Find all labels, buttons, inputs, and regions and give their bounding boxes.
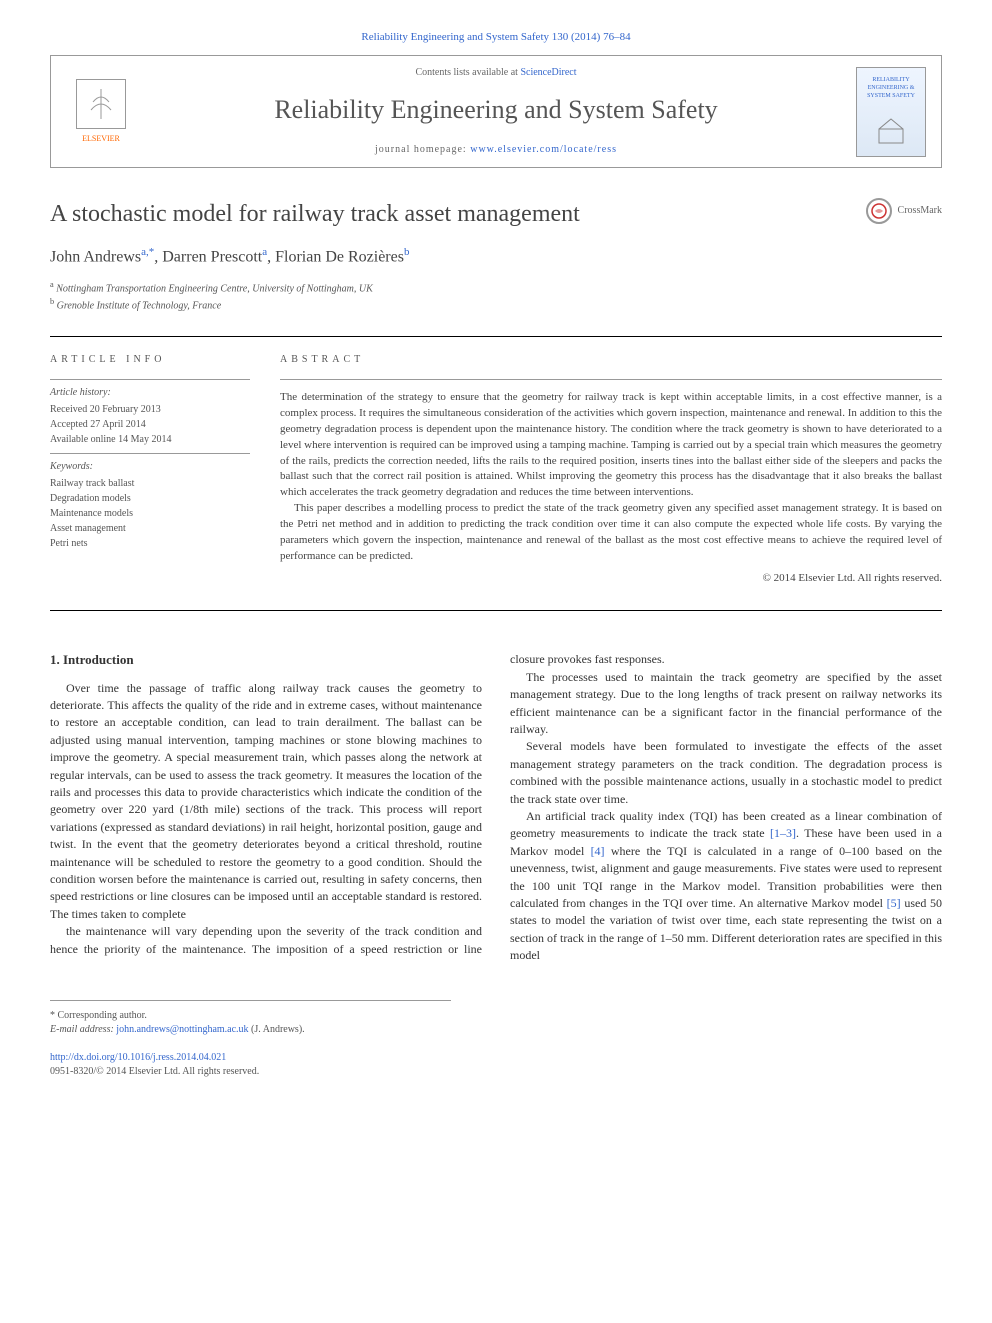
affiliation-a: a Nottingham Transportation Engineering … bbox=[50, 279, 942, 296]
author-3-sup[interactable]: b bbox=[404, 246, 410, 258]
contents-line: Contents lists available at ScienceDirec… bbox=[136, 66, 856, 80]
cover-text: RELIABILITY ENGINEERING & SYSTEM SAFETY bbox=[857, 76, 925, 101]
crossmark-label: CrossMark bbox=[898, 204, 942, 218]
info-abstract-row: ARTICLE INFO Article history: Received 2… bbox=[50, 353, 942, 587]
issn-line: 0951-8320/© 2014 Elsevier Ltd. All right… bbox=[50, 1065, 942, 1079]
keyword-1: Degradation models bbox=[50, 491, 250, 506]
article-title: A stochastic model for railway track ass… bbox=[50, 198, 866, 232]
body-p3: The processes used to maintain the track… bbox=[510, 669, 942, 739]
homepage-link[interactable]: www.elsevier.com/locate/ress bbox=[470, 144, 617, 155]
email-suffix: (J. Andrews). bbox=[249, 1024, 305, 1035]
footer: * Corresponding author. E-mail address: … bbox=[50, 1000, 451, 1037]
affiliation-b: b Grenoble Institute of Technology, Fran… bbox=[50, 296, 942, 313]
abstract: ABSTRACT The determination of the strate… bbox=[280, 353, 942, 587]
online-date: Available online 14 May 2014 bbox=[50, 432, 250, 447]
divider bbox=[50, 336, 942, 337]
title-row: A stochastic model for railway track ass… bbox=[50, 198, 942, 232]
elsevier-logo: ELSEVIER bbox=[66, 72, 136, 152]
divider-2 bbox=[50, 610, 942, 611]
crossmark-icon bbox=[866, 198, 892, 224]
keyword-0: Railway track ballast bbox=[50, 476, 250, 491]
journal-cover-thumb: RELIABILITY ENGINEERING & SYSTEM SAFETY bbox=[856, 67, 926, 157]
abstract-p1: The determination of the strategy to ens… bbox=[280, 390, 942, 502]
ref-4[interactable]: [4] bbox=[591, 844, 605, 858]
ref-1-3[interactable]: [1–3] bbox=[770, 826, 796, 840]
copyright: © 2014 Elsevier Ltd. All rights reserved… bbox=[280, 571, 942, 586]
body-text: Over time the passage of traffic along r… bbox=[50, 651, 942, 964]
abstract-text: The determination of the strategy to ens… bbox=[280, 390, 942, 565]
keywords-label: Keywords: bbox=[50, 460, 250, 474]
article-info-heading: ARTICLE INFO bbox=[50, 353, 250, 367]
journal-header: ELSEVIER Contents lists available at Sci… bbox=[50, 55, 942, 167]
body-p1: Over time the passage of traffic along r… bbox=[50, 680, 482, 923]
keyword-3: Asset management bbox=[50, 521, 250, 536]
author-2: Darren Prescott bbox=[162, 249, 262, 266]
homepage-line: journal homepage: www.elsevier.com/locat… bbox=[136, 143, 856, 157]
author-1: John Andrews bbox=[50, 249, 141, 266]
corresponding-author: * Corresponding author. bbox=[50, 1009, 451, 1023]
email-label: E-mail address: bbox=[50, 1024, 116, 1035]
journal-reference: Reliability Engineering and System Safet… bbox=[50, 30, 942, 45]
homepage-prefix: journal homepage: bbox=[375, 144, 470, 155]
email-link[interactable]: john.andrews@nottingham.ac.uk bbox=[116, 1024, 248, 1035]
article-info: ARTICLE INFO Article history: Received 2… bbox=[50, 353, 250, 587]
journal-name: Reliability Engineering and System Safet… bbox=[136, 92, 856, 128]
body-columns: 1. Introduction Over time the passage of… bbox=[50, 651, 942, 964]
keyword-2: Maintenance models bbox=[50, 506, 250, 521]
accepted-date: Accepted 27 April 2014 bbox=[50, 417, 250, 432]
elsevier-tree-icon bbox=[76, 79, 126, 129]
abstract-p2: This paper describes a modelling process… bbox=[280, 501, 942, 565]
sciencedirect-link[interactable]: ScienceDirect bbox=[520, 67, 576, 78]
received-date: Received 20 February 2013 bbox=[50, 402, 250, 417]
keyword-4: Petri nets bbox=[50, 536, 250, 551]
publisher-name: ELSEVIER bbox=[82, 133, 120, 144]
authors: John Andrewsa,*, Darren Prescotta, Flori… bbox=[50, 245, 942, 269]
body-p5: An artificial track quality index (TQI) … bbox=[510, 808, 942, 965]
author-2-sup[interactable]: a bbox=[262, 246, 267, 258]
author-3: Florian De Rozières bbox=[275, 249, 404, 266]
crossmark-badge[interactable]: CrossMark bbox=[866, 198, 942, 224]
abstract-heading: ABSTRACT bbox=[280, 353, 942, 367]
header-center: Contents lists available at ScienceDirec… bbox=[136, 66, 856, 156]
body-p4: Several models have been formulated to i… bbox=[510, 738, 942, 808]
affiliations: a Nottingham Transportation Engineering … bbox=[50, 279, 942, 314]
author-1-sup[interactable]: a,* bbox=[141, 246, 154, 258]
doi-link[interactable]: http://dx.doi.org/10.1016/j.ress.2014.04… bbox=[50, 1051, 942, 1065]
email-line: E-mail address: john.andrews@nottingham.… bbox=[50, 1023, 451, 1037]
contents-prefix: Contents lists available at bbox=[415, 67, 520, 78]
section-1-heading: 1. Introduction bbox=[50, 651, 482, 669]
ref-5[interactable]: [5] bbox=[887, 896, 901, 910]
history-label: Article history: bbox=[50, 386, 250, 400]
